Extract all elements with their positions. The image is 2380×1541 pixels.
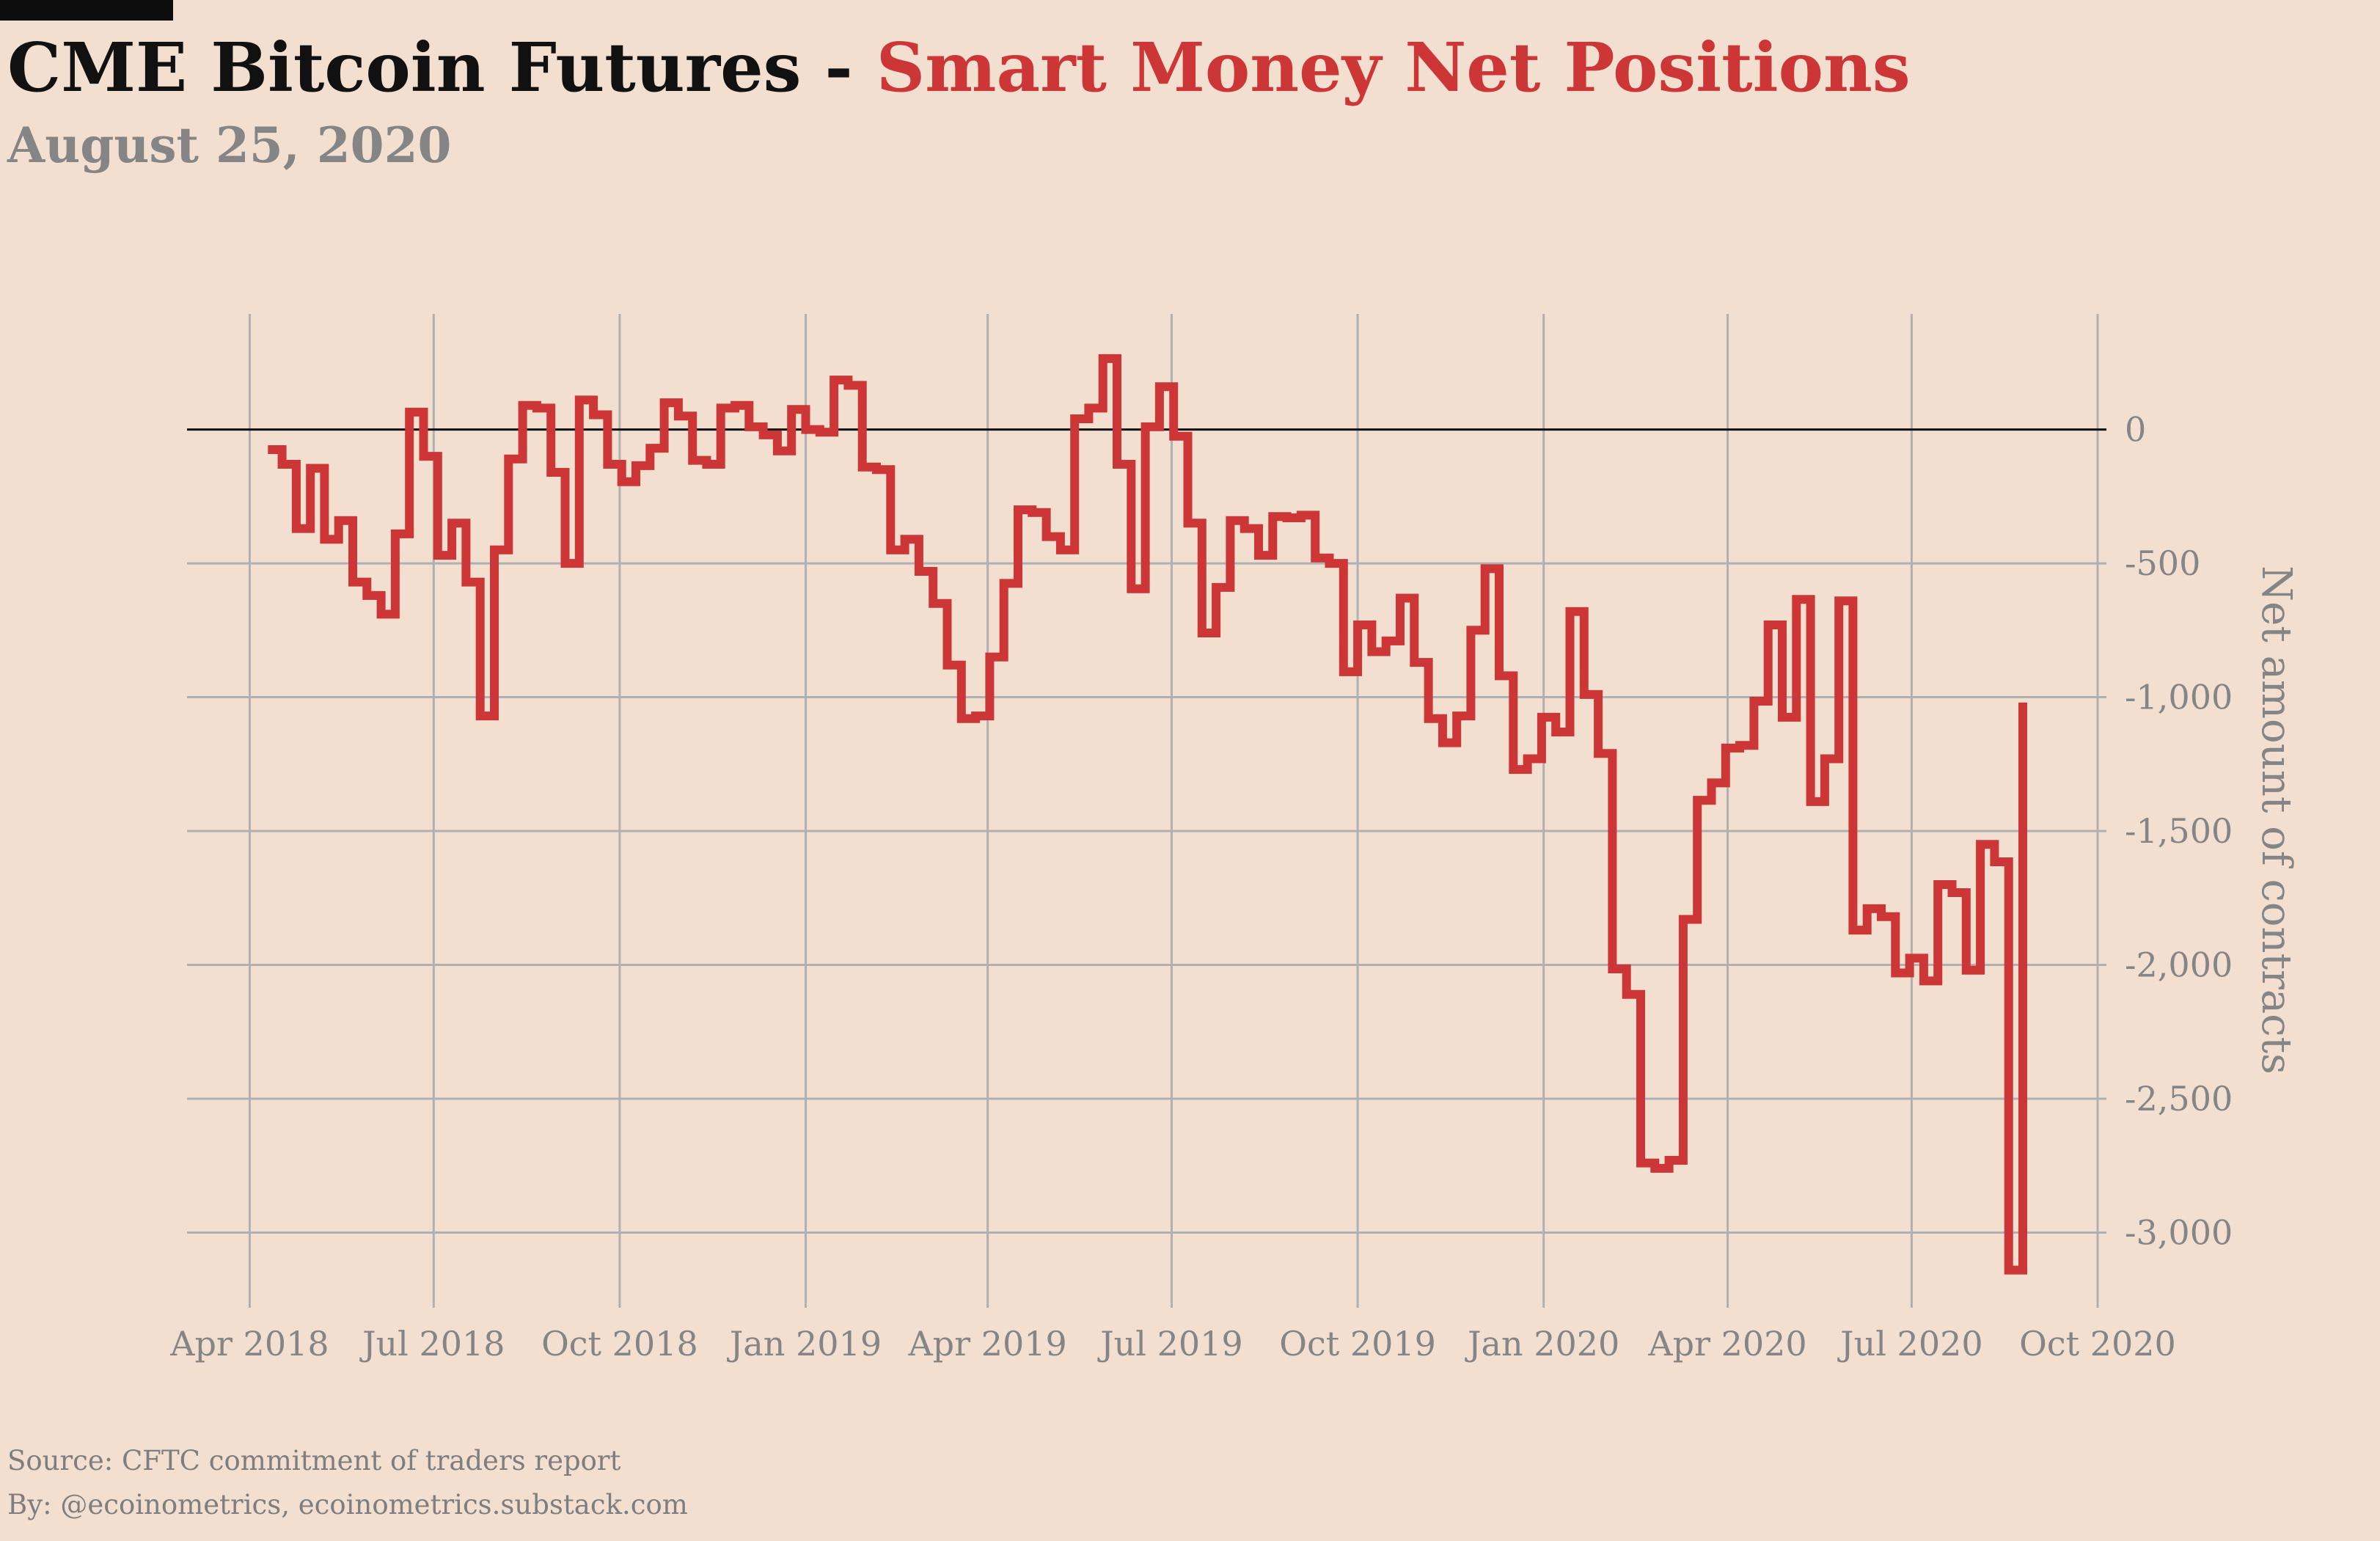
y-tick-label: -2,000 (2125, 945, 2233, 985)
x-tick-label: Jan 2019 (727, 1324, 882, 1364)
title-separator: - (801, 28, 876, 107)
y-tick-label: -500 (2125, 543, 2200, 583)
corner-accent-bar (0, 0, 173, 21)
y-tick-label: -1,000 (2125, 678, 2233, 717)
footer-source: Source: CFTC commitment of traders repor… (7, 1445, 621, 1476)
title-main-text: CME Bitcoin Futures (7, 28, 802, 107)
y-tick-label: 0 (2125, 410, 2146, 450)
x-tick-label: Oct 2020 (2019, 1324, 2176, 1364)
vertical-gridlines (248, 314, 2099, 1308)
y-axis-title: Net amount of contracts (2252, 565, 2300, 1075)
x-tick-label: Jul 2020 (1837, 1324, 1982, 1364)
series-group (268, 354, 2027, 1275)
footer-byline: By: @ecoinometrics, ecoinometrics.substa… (7, 1489, 688, 1520)
x-tick-label: Apr 2020 (1647, 1324, 1806, 1364)
y-axis-ticks: 0 -500 -1,000 -1,500 -2,000 -2,500 -3,000 (2125, 410, 2233, 1253)
y-tick-label: -2,500 (2125, 1079, 2233, 1119)
x-tick-label: Jan 2020 (1465, 1324, 1619, 1364)
page-subtitle: August 25, 2020 (7, 117, 452, 174)
page-title: CME Bitcoin Futures - Smart Money Net Po… (7, 28, 1911, 107)
horizontal-gridlines (187, 562, 2106, 1234)
x-tick-label: Oct 2019 (1279, 1324, 1436, 1364)
x-axis-ticks: Apr 2018 Jul 2018 Oct 2018 Jan 2019 Apr 2019… (169, 1324, 2176, 1364)
series-line (268, 354, 2027, 1275)
x-tick-label: Apr 2019 (907, 1324, 1066, 1364)
x-tick-label: Apr 2018 (169, 1324, 329, 1364)
x-tick-label: Oct 2018 (541, 1324, 698, 1364)
y-tick-label: -1,500 (2125, 811, 2233, 851)
x-tick-label: Jul 2018 (359, 1324, 505, 1364)
y-tick-label: -3,000 (2125, 1213, 2233, 1253)
x-tick-label: Jul 2019 (1097, 1324, 1242, 1364)
title-accent-text: Smart Money Net Positions (876, 28, 1911, 107)
